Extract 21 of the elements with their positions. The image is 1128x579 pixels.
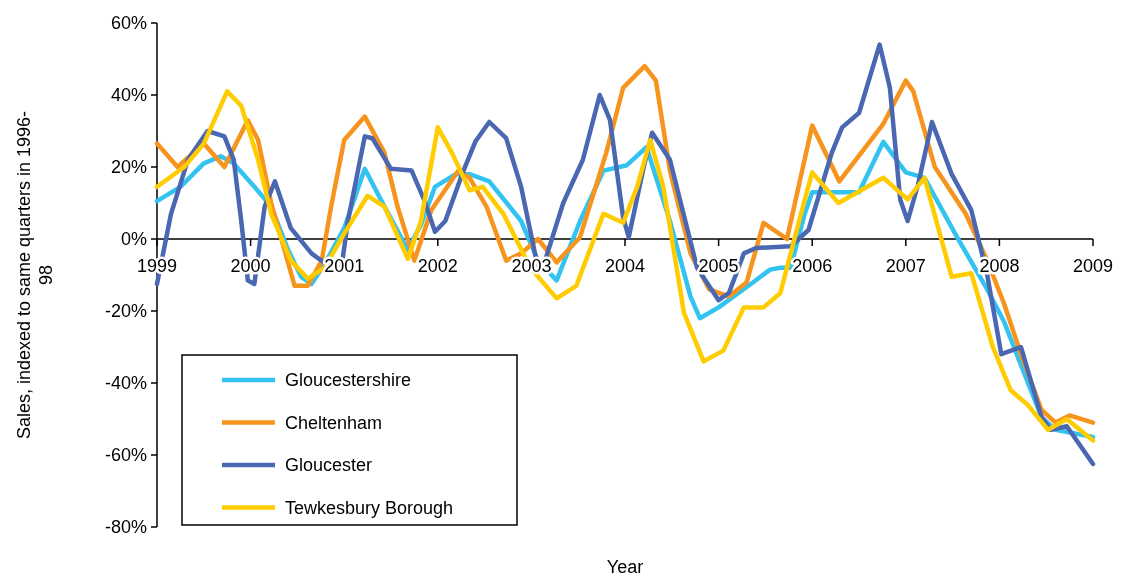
y-tick-label: -40% (104, 373, 147, 394)
y-tick-label: 40% (110, 85, 147, 106)
legend-label: Tewkesbury Borough (285, 497, 454, 518)
y-tick-label: -20% (104, 301, 147, 322)
x-tick-label: 2005 (698, 256, 739, 276)
legend-label: Gloucestershire (285, 370, 412, 391)
legend-label: Gloucester (285, 455, 373, 476)
y-tick-label: -80% (104, 517, 147, 538)
x-axis-title: Year (606, 557, 644, 577)
y-tick-label: 0% (120, 229, 147, 250)
y-axis-title: Sales, indexed to same quarters in 1996-98 (14, 110, 56, 440)
y-tick-label: 20% (110, 157, 147, 178)
x-tick-label: 2002 (417, 256, 458, 276)
legend-label: Cheltenham (285, 412, 383, 433)
x-tick-label: 2007 (885, 256, 926, 276)
y-tick-label: 60% (110, 13, 147, 34)
x-tick-label: 2004 (604, 256, 646, 276)
x-tick-label: 2009 (1072, 256, 1114, 276)
x-tick-label: 2001 (324, 256, 365, 276)
y-tick-label: -60% (104, 445, 147, 466)
x-tick-label: 2006 (792, 256, 833, 276)
